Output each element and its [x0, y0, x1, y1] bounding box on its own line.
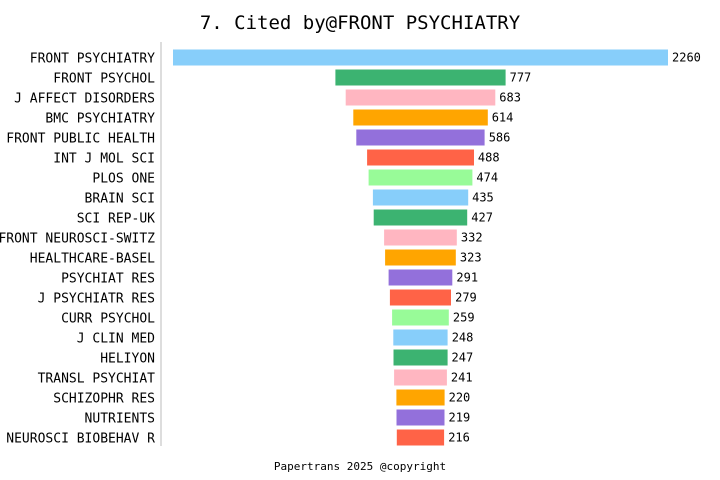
- value-label: 2260: [672, 51, 701, 65]
- value-label: 683: [499, 91, 521, 105]
- bar: [396, 409, 445, 426]
- category-label: CURR PSYCHOL: [61, 312, 155, 327]
- value-label: 586: [489, 131, 511, 145]
- category-label: HEALTHCARE-BASEL: [30, 252, 155, 267]
- bar: [389, 289, 451, 306]
- value-label: 332: [461, 231, 483, 245]
- value-label: 279: [455, 291, 477, 305]
- value-label: 241: [451, 371, 473, 385]
- category-label: NUTRIENTS: [85, 412, 155, 427]
- bar: [173, 49, 668, 66]
- bar: [372, 189, 469, 206]
- bar: [396, 389, 445, 406]
- category-label: FRONT NEUROSCI-SWITZ: [0, 232, 155, 247]
- chart-title: 7. Cited by@FRONT PSYCHIATRY: [200, 12, 521, 34]
- category-label: BRAIN SCI: [85, 192, 155, 207]
- category-label: FRONT PSYCHOL: [53, 72, 155, 87]
- category-label: FRONT PUBLIC HEALTH: [6, 132, 155, 147]
- value-label: 248: [452, 331, 474, 345]
- bar: [345, 89, 496, 106]
- value-label: 427: [471, 211, 493, 225]
- bar: [388, 269, 453, 286]
- value-label: 219: [449, 411, 471, 425]
- bar: [335, 69, 506, 86]
- bar: [393, 349, 448, 366]
- category-label: J PSYCHIATR RES: [38, 292, 155, 307]
- value-label: 614: [492, 111, 514, 125]
- category-label: SCHIZOPHR RES: [53, 392, 155, 407]
- category-label: INT J MOL SCI: [53, 152, 155, 167]
- value-label: 220: [449, 391, 471, 405]
- value-label: 323: [460, 251, 482, 265]
- value-label: 474: [476, 171, 498, 185]
- bars-group: FRONT PSYCHIATRY 2260 FRONT PSYCHOL 777 J AF…: [0, 49, 701, 447]
- bar: [392, 309, 449, 326]
- value-label: 291: [456, 271, 478, 285]
- bar: [368, 169, 473, 186]
- category-label: J CLIN MED: [77, 332, 155, 347]
- footer-copyright: Papertrans 2025 @copyright: [274, 460, 446, 473]
- category-label: TRANSL PSYCHIAT: [38, 372, 156, 387]
- category-label: PSYCHIAT RES: [61, 272, 155, 287]
- bar: [367, 149, 474, 166]
- category-label: SCI REP-UK: [77, 212, 155, 227]
- value-label: 247: [452, 351, 474, 365]
- category-label: HELIYON: [100, 352, 155, 367]
- category-label: NEUROSCI BIOBEHAV R: [6, 432, 155, 447]
- value-label: 488: [478, 151, 500, 165]
- category-label: FRONT PSYCHIATRY: [30, 52, 155, 67]
- category-label: PLOS ONE: [92, 172, 155, 187]
- bar: [394, 369, 447, 386]
- value-label: 259: [453, 311, 475, 325]
- bar: [356, 129, 485, 146]
- bar: [393, 329, 448, 346]
- bar: [373, 209, 468, 226]
- category-label: BMC PSYCHIATRY: [45, 112, 155, 127]
- value-label: 777: [510, 71, 532, 85]
- value-label: 435: [472, 191, 494, 205]
- bar: [385, 249, 456, 266]
- bar: [396, 429, 445, 446]
- category-label: J AFFECT DISORDERS: [14, 92, 155, 107]
- value-label: 216: [448, 431, 470, 445]
- bar: [353, 109, 488, 126]
- bar: [384, 229, 457, 246]
